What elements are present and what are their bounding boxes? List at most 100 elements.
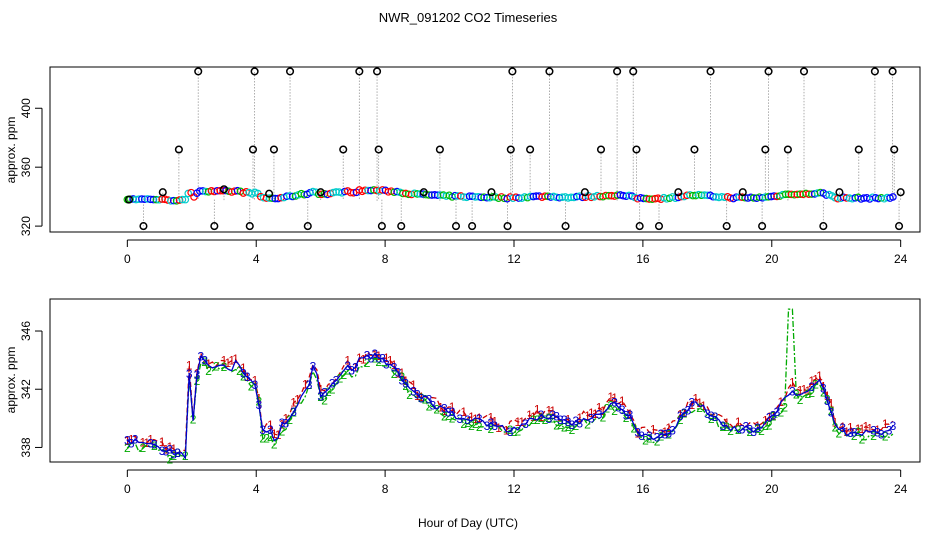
bottom-series-1-marker: 1: [863, 420, 870, 434]
bottom-series-3-marker: 3: [627, 408, 634, 422]
bottom-series-3-marker: 3: [348, 363, 355, 377]
top-raw-point: [374, 145, 383, 154]
bottom-series-3-marker: 3: [851, 426, 858, 440]
bottom-series-1-marker: 1: [186, 358, 193, 372]
bottom-series-3-marker: 3: [402, 377, 409, 391]
top-raw-point: [632, 145, 641, 154]
bottom-series-2-marker: 2: [542, 413, 549, 427]
bottom-series-1-marker: 1: [414, 389, 421, 403]
bottom-series-2-marker: 2: [646, 431, 653, 445]
bottom-series-1-marker: 1: [549, 404, 556, 418]
bottom-series-1-marker: 1: [399, 366, 406, 380]
bottom-series-1-marker: 1: [518, 415, 525, 429]
bottom-series-1-marker: 1: [789, 375, 796, 389]
bottom-series-3-marker: 3: [661, 428, 668, 442]
bottom-series-2-marker: 2: [584, 417, 591, 431]
bottom-series-2-marker: 2: [449, 412, 456, 426]
bottom-series-1-marker: 1: [526, 408, 533, 422]
bottom-series-2-marker: 2: [286, 413, 293, 427]
bottom-series-1-marker: 1: [677, 407, 684, 421]
top-plot-frame: [49, 66, 921, 233]
bottom-series-2-marker: 2: [255, 395, 262, 409]
top-x-tick-label: 16: [636, 252, 650, 266]
bottom-series-2-marker: 2: [468, 419, 475, 433]
top-data-layer: [123, 67, 905, 231]
bottom-series-3-marker: 3: [197, 350, 204, 364]
bottom-series-3-marker: 3: [267, 423, 274, 437]
top-raw-point: [245, 222, 254, 231]
bottom-series-1-marker: 1: [696, 396, 703, 410]
top-raw-point: [799, 67, 809, 76]
bottom-series-3-marker: 3: [569, 418, 576, 432]
bottom-series-2-marker: 2: [263, 432, 270, 446]
bottom-series-3-marker: 3: [163, 444, 170, 458]
bottom-series-3-marker: 3: [441, 401, 448, 415]
bottom-series-3-marker: 3: [418, 391, 425, 405]
bottom-series-1-marker: 1: [267, 418, 274, 432]
bottom-series-1-marker: 1: [205, 357, 212, 371]
bottom-series-1-marker: 1: [437, 401, 444, 415]
bottom-series-2-marker: 2: [240, 369, 247, 383]
bottom-series-2-marker: 2: [820, 385, 827, 399]
top-raw-point: [629, 67, 638, 76]
top-raw-point: [286, 67, 295, 76]
top-raw-point: [248, 145, 258, 154]
bottom-series-2-marker: 2: [170, 449, 177, 463]
bottom-series-2-marker: 2: [835, 427, 842, 441]
bottom-series-1-marker: 1: [545, 404, 552, 418]
bottom-series-1-marker: 1: [588, 406, 595, 420]
top-raw-point: [835, 188, 844, 197]
top-raw-point: [397, 222, 406, 231]
bottom-series-3-marker: 3: [658, 427, 665, 441]
top-raw-point: [613, 67, 622, 76]
bottom-series-2-marker: 2: [476, 420, 483, 434]
top-raw-point: [783, 145, 792, 154]
bottom-series-3-marker: 3: [561, 413, 568, 427]
bottom-series-3-marker: 3: [306, 378, 313, 392]
bottom-series-1-marker: 1: [843, 425, 850, 439]
bottom-series-3-marker: 3: [689, 395, 696, 409]
top-data-point: [178, 195, 187, 204]
bottom-series-3-marker: 3: [654, 430, 661, 444]
bottom-series-2-marker: 2: [201, 355, 208, 369]
bottom-series-2-marker: 2: [719, 420, 726, 434]
bottom-series-1-marker: 1: [252, 374, 259, 388]
bottom-series-2-marker: 2: [321, 393, 328, 407]
bottom-series-2-marker: 2: [770, 410, 777, 424]
top-raw-point: [377, 222, 386, 231]
bottom-series-2-marker: 2: [406, 388, 413, 402]
bottom-series-2-line: [126, 308, 894, 461]
bottom-series-3-marker: 3: [565, 415, 572, 429]
bottom-series-2-marker: 2: [696, 401, 703, 415]
bottom-series-1-marker: 1: [808, 374, 815, 388]
bottom-series-1-marker: 1: [476, 411, 483, 425]
bottom-series-2-marker: 2: [337, 372, 344, 386]
bottom-series-2-marker: 2: [677, 413, 684, 427]
bottom-series-3-marker: 3: [395, 365, 402, 379]
x-axis-label: Hour of Day (UTC): [418, 516, 518, 530]
bottom-series-3-marker: 3: [491, 419, 498, 433]
bottom-series-1-marker: 1: [762, 413, 769, 427]
bottom-series-1-marker: 1: [859, 422, 866, 436]
bottom-series-2-marker: 2: [236, 364, 243, 378]
bottom-series-3-marker: 3: [839, 421, 846, 435]
bottom-series-2-marker: 2: [569, 423, 576, 437]
bottom-series-1-marker: 1: [801, 382, 808, 396]
top-raw-point: [764, 67, 773, 76]
bottom-series-3-marker: 3: [747, 423, 754, 437]
bottom-series-2-marker: 2: [565, 420, 572, 434]
bottom-series-3-marker: 3: [743, 419, 750, 433]
bottom-series-3-marker: 3: [770, 409, 777, 423]
bottom-series-3-marker: 3: [244, 370, 251, 384]
bottom-series-2-marker: 2: [797, 393, 804, 407]
bottom-series-1-marker: 1: [344, 354, 351, 368]
bottom-series-2-marker: 2: [642, 433, 649, 447]
bottom-series-2-marker: 2: [194, 374, 201, 388]
bottom-series-1-line: [127, 350, 894, 455]
bottom-series-3-marker: 3: [449, 405, 456, 419]
top-raw-point: [419, 188, 428, 197]
bottom-series-1-marker: 1: [596, 401, 603, 415]
bottom-series-2-marker: 2: [460, 417, 467, 431]
top-raw-point: [690, 145, 699, 154]
